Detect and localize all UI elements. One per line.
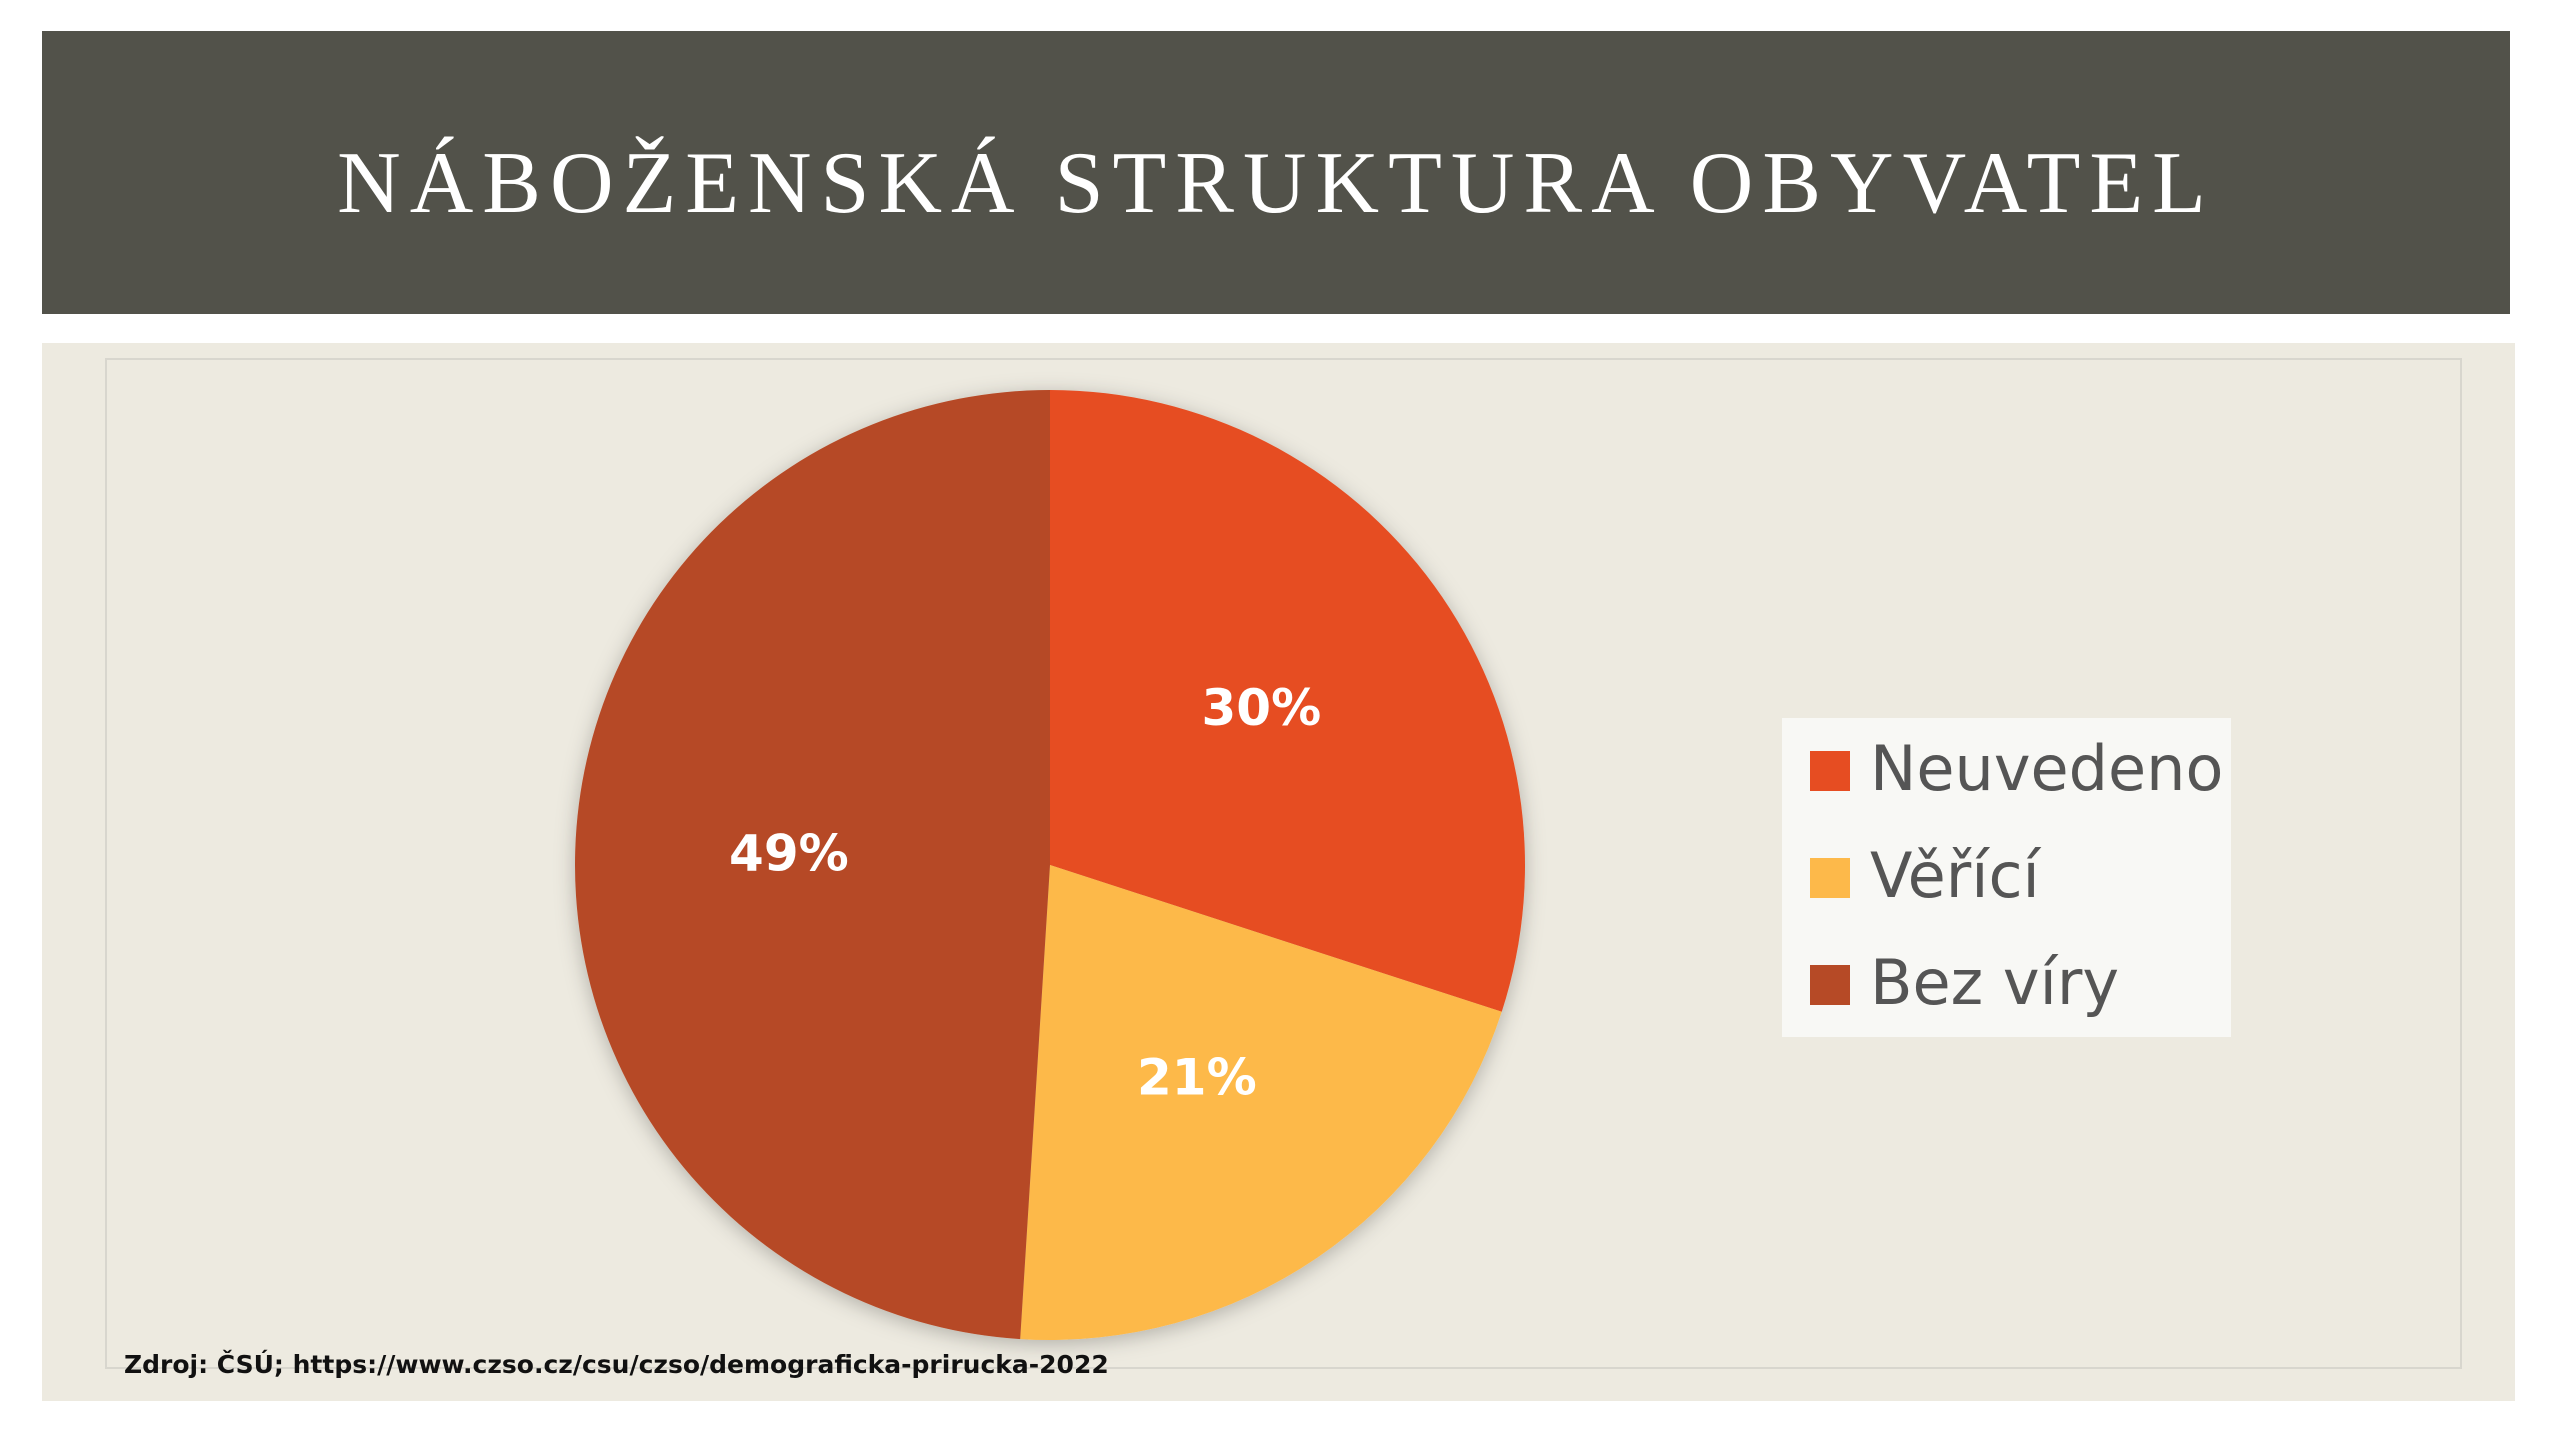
legend-label: Bez víry	[1870, 946, 2119, 1019]
legend-label: Neuvedeno	[1870, 732, 2223, 805]
pie-slice	[574, 390, 1050, 1340]
pie-slice	[1020, 865, 1502, 1340]
value-label: 21%	[1137, 1049, 1257, 1107]
legend-swatch	[1810, 751, 1850, 791]
chart-area	[105, 358, 2462, 1369]
value-label: 30%	[1202, 679, 1322, 737]
source-note: Zdroj: ČSÚ; https://www.czso.cz/csu/czso…	[124, 1349, 1109, 1379]
title-bar	[42, 31, 2510, 314]
legend-swatch	[1810, 965, 1850, 1005]
pie-slice	[1050, 390, 1525, 1012]
legend-swatch	[1810, 858, 1850, 898]
legend	[1782, 718, 2231, 1037]
chart-title: NÁBOŽENSKÁ STRUKTURA OBYVATEL	[337, 135, 2215, 232]
value-label: 49%	[729, 824, 849, 882]
legend-label: Věřící	[1870, 839, 2042, 912]
pie	[574, 390, 1525, 1340]
